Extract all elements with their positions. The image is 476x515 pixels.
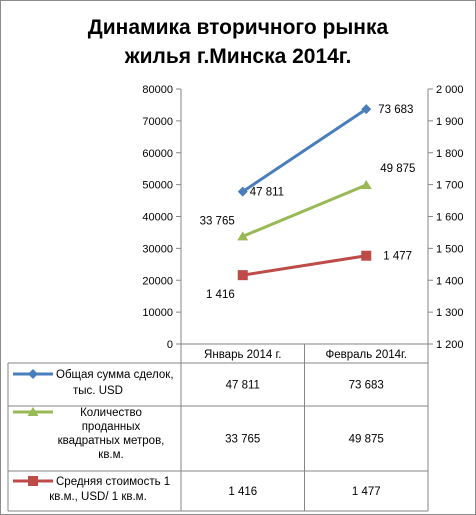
chart-title-line-1: Динамика вторичного рынка bbox=[87, 16, 389, 39]
y-left-tick-label: 60000 bbox=[142, 148, 173, 160]
y-right-tick-label: 1 400 bbox=[436, 275, 464, 287]
y-right-tick-label: 2 000 bbox=[436, 84, 464, 96]
data-point-marker bbox=[361, 104, 372, 115]
data-label: 49 875 bbox=[380, 163, 415, 175]
legend-key-marker bbox=[27, 407, 39, 416]
legend-key-marker bbox=[28, 369, 38, 379]
y-left-tick-label: 40000 bbox=[142, 212, 173, 224]
y-left-tick-label: 10000 bbox=[142, 307, 173, 319]
data-label: 1 477 bbox=[383, 251, 412, 263]
series-line bbox=[242, 183, 367, 238]
legend-key-marker bbox=[28, 476, 38, 486]
table-cell-value: 1 477 bbox=[352, 486, 381, 498]
y-right-tick-label: 1 700 bbox=[436, 180, 464, 192]
y-right-tick-label: 1 500 bbox=[436, 243, 464, 255]
table-cell-value: 1 416 bbox=[228, 486, 257, 498]
y-left-tick-label: 80000 bbox=[142, 84, 173, 96]
series-name-line: Количество bbox=[80, 407, 142, 419]
series-name-line: проданных bbox=[82, 421, 141, 433]
data-point-marker bbox=[237, 186, 248, 197]
data-label: 47 811 bbox=[250, 187, 284, 199]
table-cell-value: 73 683 bbox=[349, 380, 384, 392]
data-point-marker bbox=[237, 231, 249, 241]
y-left-tick-label: 70000 bbox=[142, 116, 173, 128]
series-name-line: тыс. USD bbox=[73, 385, 123, 397]
series-line bbox=[242, 254, 367, 277]
series-line bbox=[241, 107, 368, 193]
data-point-marker bbox=[361, 250, 372, 261]
series-name-line: Средняя стоимость 1 bbox=[56, 476, 170, 488]
data-point-marker bbox=[360, 180, 372, 190]
y-left-tick-label: 30000 bbox=[142, 243, 173, 255]
y-left-tick-label: 50000 bbox=[142, 180, 173, 192]
table-cell-value: 47 811 bbox=[226, 380, 260, 392]
y-right-tick-label: 1 900 bbox=[436, 116, 464, 128]
y-right-tick-label: 1 800 bbox=[436, 148, 464, 160]
chart-title-line-2: жилья г.Минска 2014г. bbox=[124, 45, 352, 68]
chart-title: Динамика вторичного рынка жилья г.Минска… bbox=[1, 13, 475, 71]
data-point-marker bbox=[237, 270, 248, 281]
data-label: 33 765 bbox=[200, 215, 235, 227]
y-left-tick-label: 0 bbox=[167, 339, 173, 351]
y-right-tick-label: 1 600 bbox=[436, 212, 464, 224]
data-label: 1 416 bbox=[206, 289, 235, 301]
table-cell-value: 33 765 bbox=[225, 434, 260, 446]
table-cell-value: 49 875 bbox=[349, 434, 384, 446]
series-name-line: кв.м., USD/ 1 кв.м. bbox=[49, 491, 147, 503]
y-left-tick-label: 20000 bbox=[142, 275, 173, 287]
y-right-tick-label: 1 200 bbox=[436, 339, 464, 351]
category-header: Январь 2014 г. bbox=[204, 349, 281, 361]
category-header: Февраль 2014г. bbox=[325, 349, 407, 361]
series-name-line: кв.м. bbox=[98, 449, 123, 461]
data-label: 73 683 bbox=[378, 104, 413, 116]
series-name-line: Общая сумма сделок, bbox=[56, 369, 174, 381]
series-name-line: квадратных метров, bbox=[58, 435, 165, 447]
y-right-tick-label: 1 300 bbox=[436, 307, 464, 319]
